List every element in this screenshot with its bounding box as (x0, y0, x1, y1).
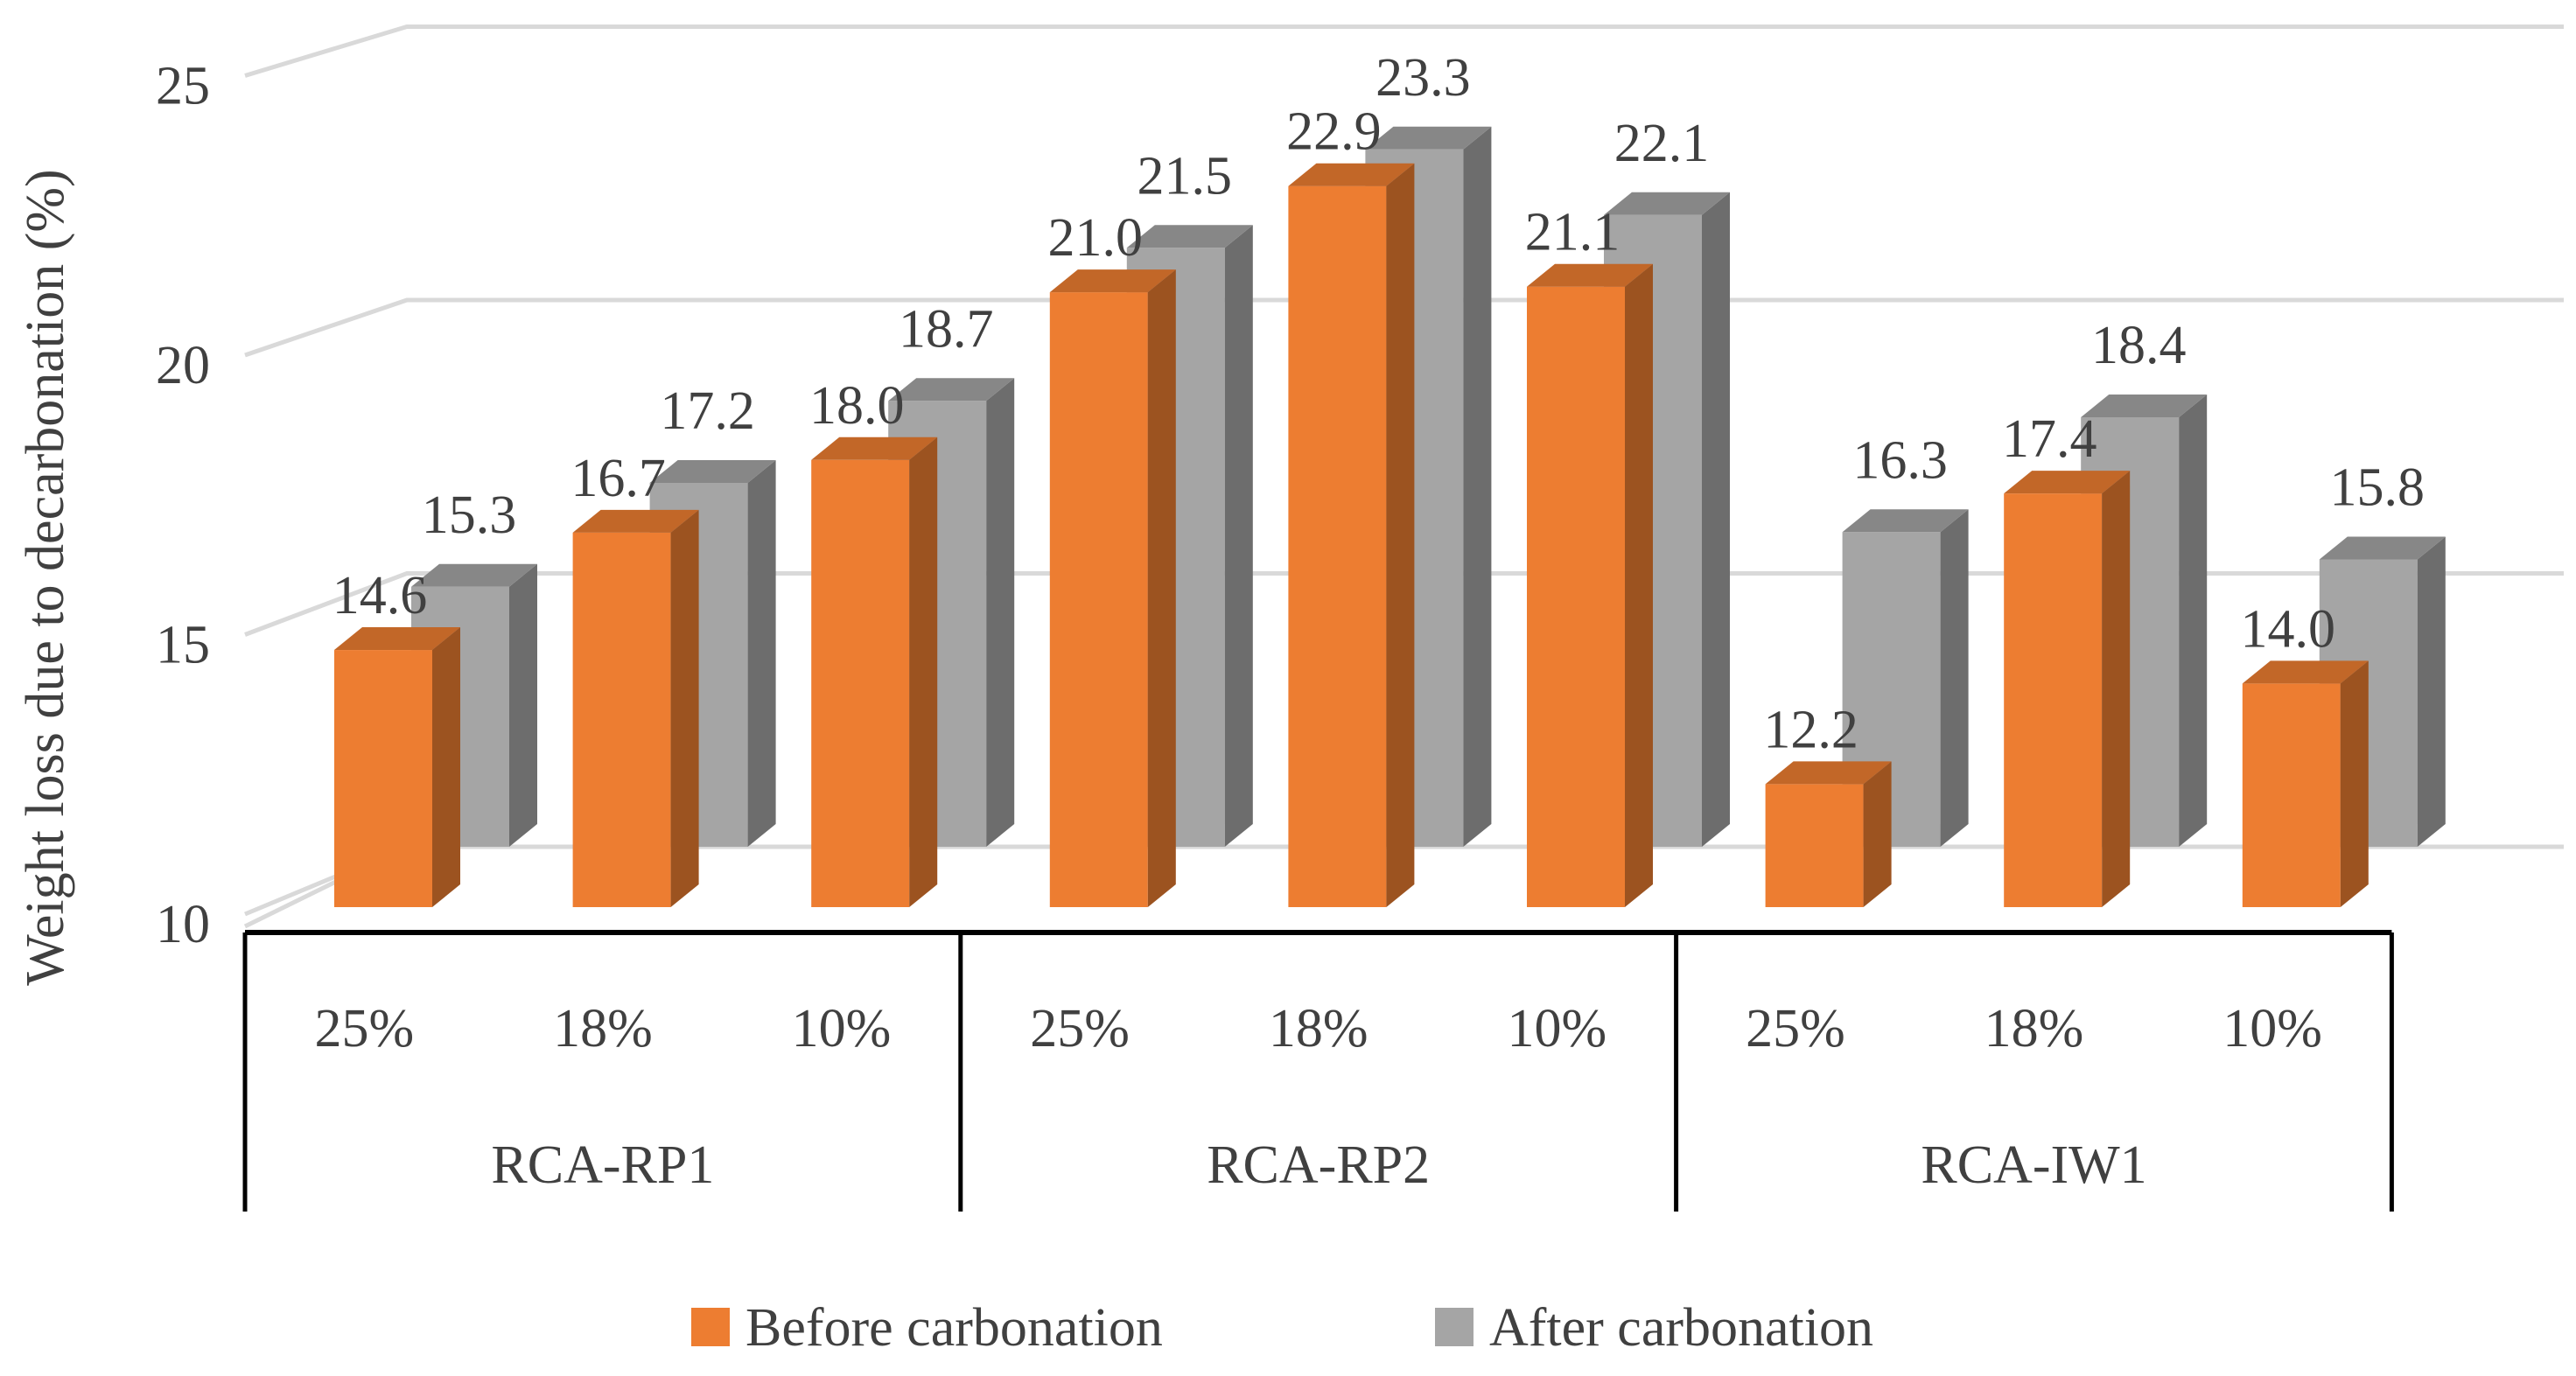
data-label-before: 18.0 (809, 376, 905, 436)
bar-before (1765, 761, 1892, 907)
data-label-after: 22.1 (1614, 114, 1710, 173)
gridline (244, 24, 2564, 78)
category-label: 18% (553, 999, 653, 1058)
data-label-after: 16.3 (1852, 430, 1948, 490)
group-label: RCA-IW1 (1921, 1135, 2146, 1195)
data-label-before: 12.2 (1763, 700, 1858, 759)
category-label: 10% (1507, 999, 1606, 1058)
y-tick-label: 25 (156, 57, 210, 116)
category-label: 25% (1030, 999, 1130, 1058)
group-label: RCA-RP1 (491, 1135, 714, 1195)
data-label-before: 21.1 (1525, 203, 1620, 262)
bar-before (572, 509, 699, 907)
y-tick-label: 20 (156, 336, 210, 395)
data-label-before: 16.7 (570, 449, 666, 508)
legend-swatch (1435, 1308, 1474, 1346)
legend-label: After carbonation (1489, 1298, 1873, 1358)
bars (334, 126, 2446, 908)
y-tick-label: 15 (156, 616, 210, 675)
y-axis-title: Weight loss due to decarbonation (%) (16, 169, 75, 985)
bar-before (2242, 660, 2369, 907)
group-label: RCA-RP2 (1207, 1135, 1430, 1195)
legend: Before carbonation After carbonation (691, 1298, 1873, 1358)
category-label: 10% (792, 999, 892, 1058)
data-label-before: 14.6 (332, 566, 428, 625)
legend-swatch (691, 1308, 730, 1346)
category-label: 10% (2222, 999, 2322, 1058)
gridline (244, 297, 2564, 358)
bar-before (811, 437, 938, 907)
bar-before (334, 627, 460, 907)
data-label-after: 15.8 (2330, 458, 2426, 518)
data-label-before: 21.0 (1048, 208, 1144, 268)
data-label-after: 18.4 (2091, 316, 2187, 375)
bar-before (2004, 471, 2131, 907)
legend-label: Before carbonation (746, 1298, 1163, 1358)
y-axis: 10 15 20 25 (156, 57, 210, 955)
data-label-after: 17.2 (660, 381, 755, 441)
category-label: 18% (1269, 999, 1368, 1058)
category-axis: 25% 18% 10% RCA-RP1 25% 18% 10% RCA-RP2 25% 18% 10… (242, 930, 2394, 1212)
data-label-after: 15.3 (422, 485, 517, 545)
category-label: 18% (1984, 999, 2084, 1058)
data-label-after: 18.7 (899, 299, 994, 359)
data-label-before: 14.0 (2241, 599, 2336, 659)
category-label: 25% (314, 999, 414, 1058)
bar-before (1288, 163, 1415, 907)
data-label-after: 23.3 (1376, 48, 1471, 108)
y-tick-label: 10 (156, 895, 210, 954)
bar-before (1049, 269, 1176, 908)
data-labels: 14.6 15.3 16.7 17.2 18.0 18.7 21.021.5 22.923.3… (332, 48, 2425, 760)
bar-before (1527, 263, 1653, 908)
data-label-before: 22.9 (1286, 102, 1382, 162)
data-label-after: 21.5 (1138, 146, 1233, 206)
category-label: 25% (1746, 999, 1845, 1058)
data-label-before: 17.4 (2002, 409, 2097, 469)
